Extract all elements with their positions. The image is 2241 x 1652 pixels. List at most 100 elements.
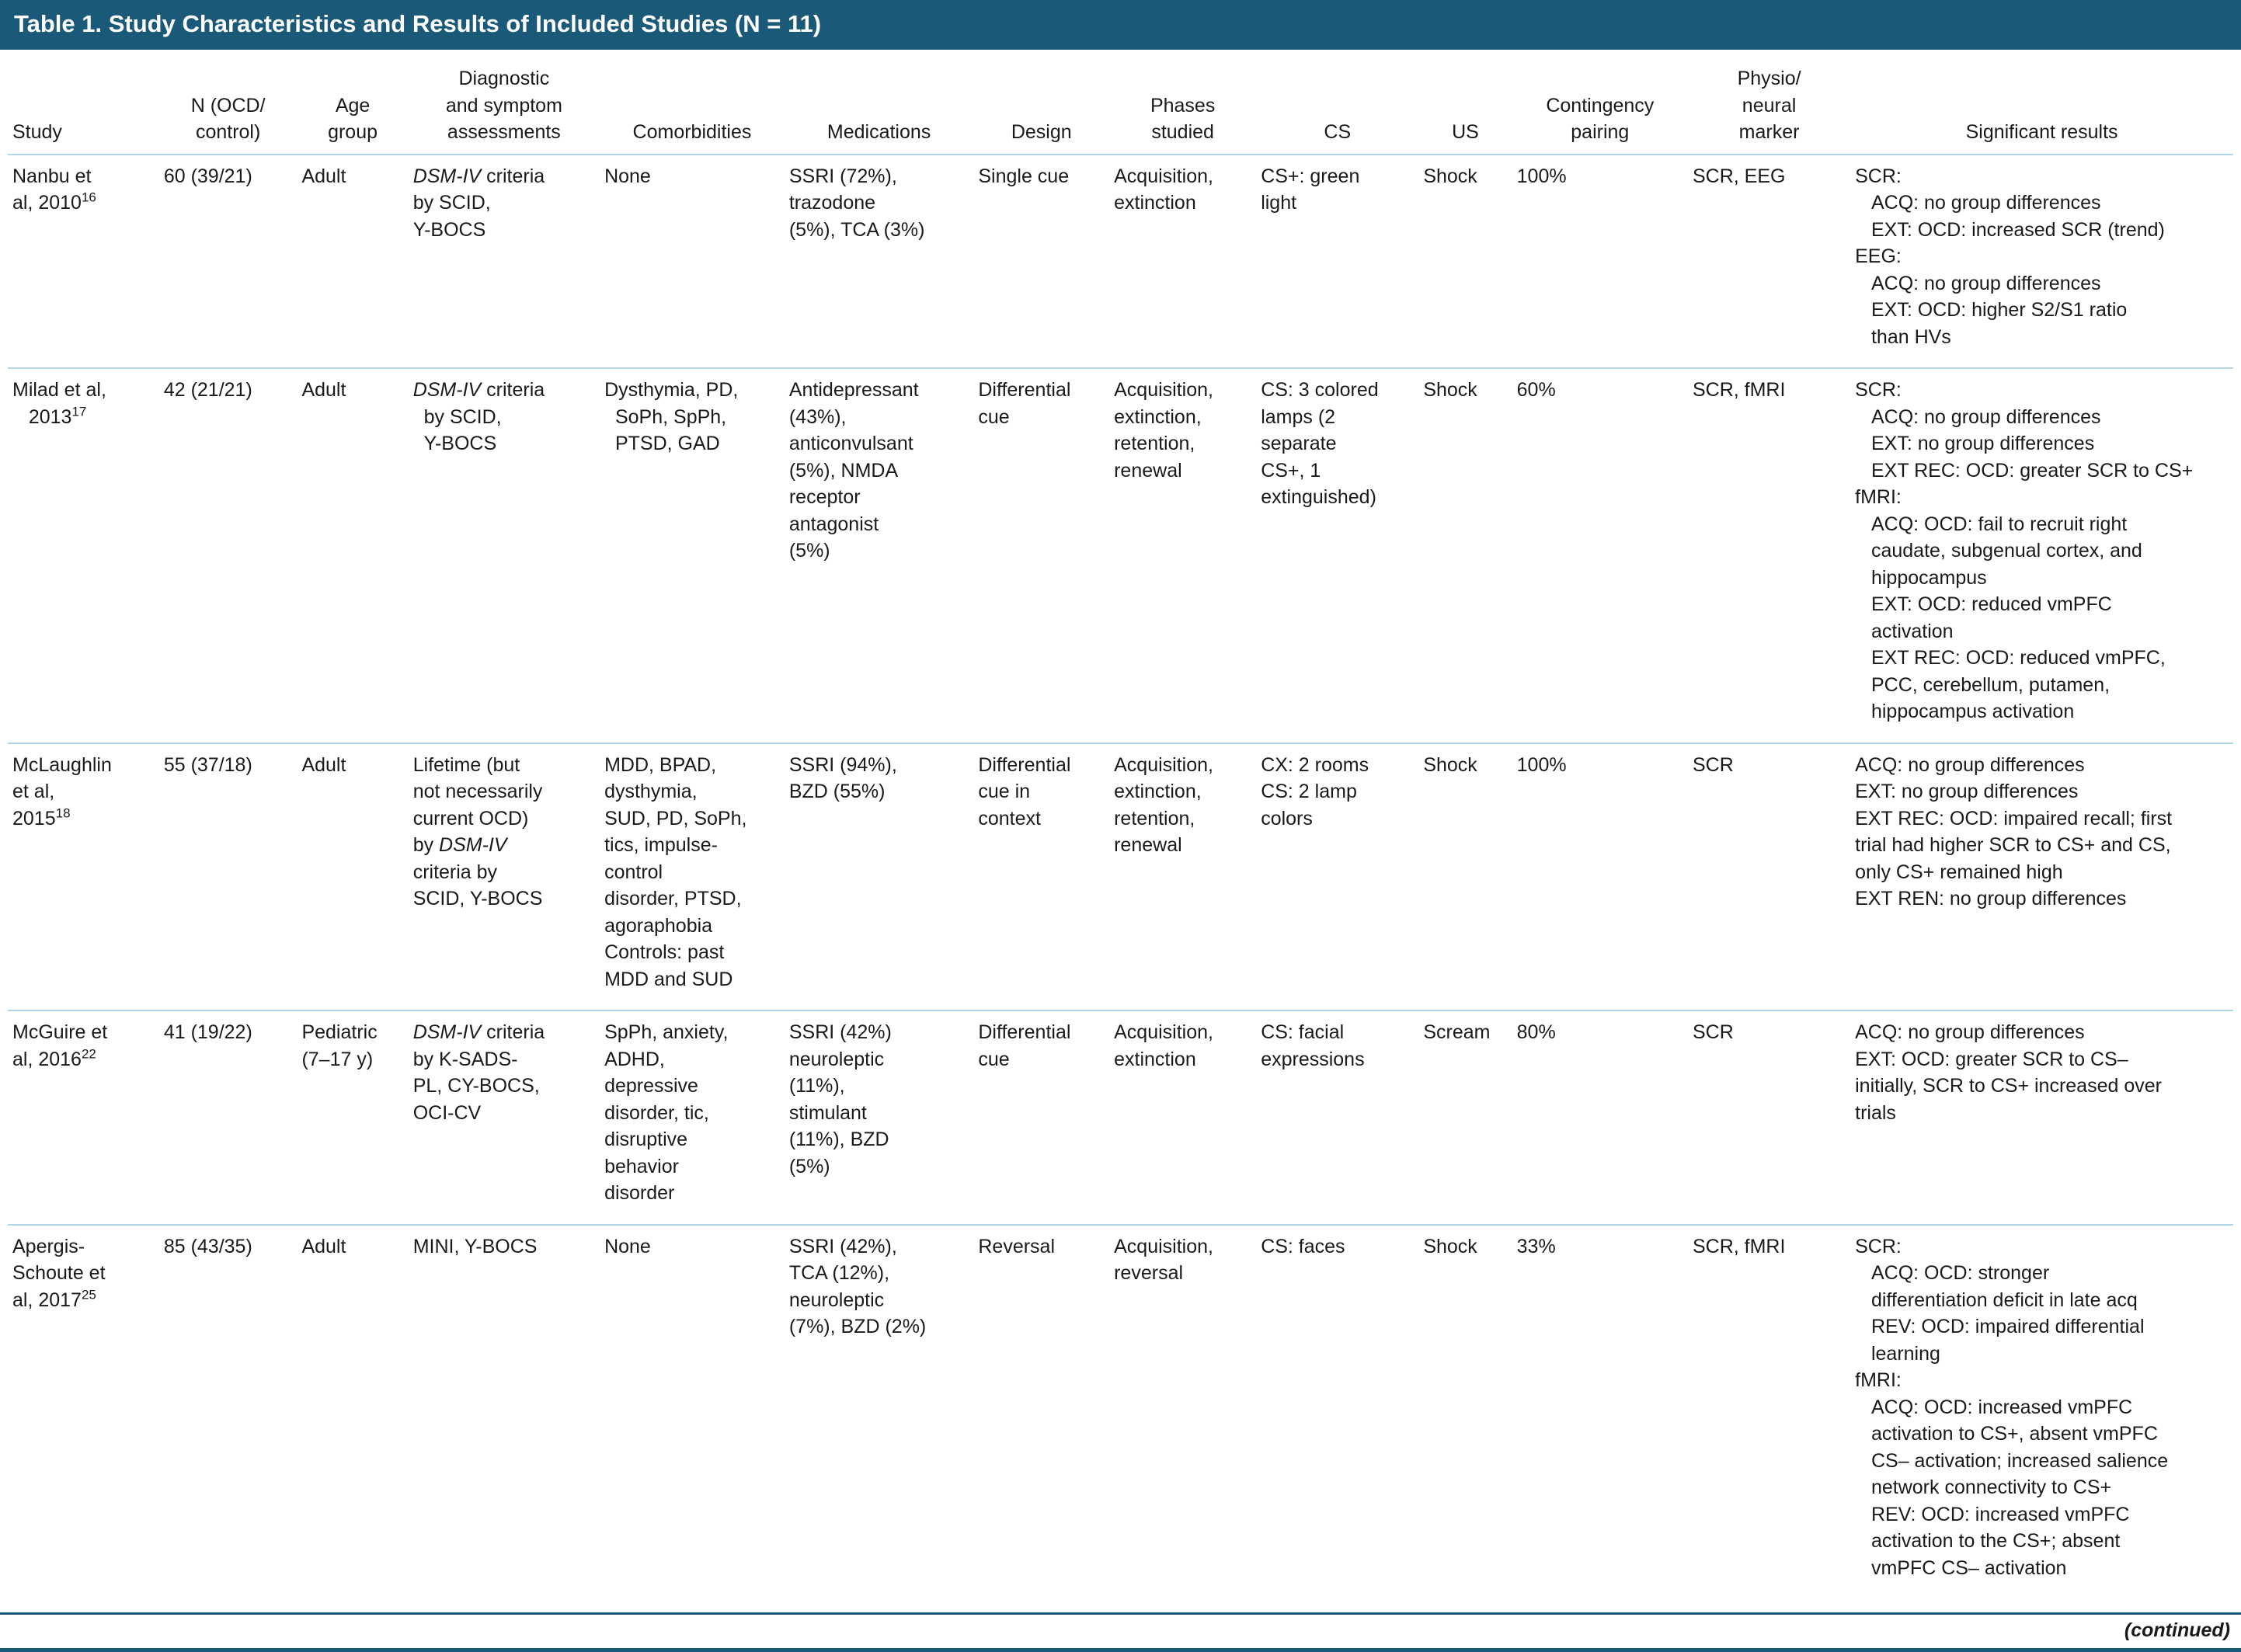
header-row: Study N (OCD/ control) Age group Diagnos… [8, 53, 2233, 155]
table-title-bar: Table 1. Study Characteristics and Resul… [0, 0, 2241, 50]
study-cell: Milad et al, 201317 [8, 367, 159, 743]
comorbidities-cell: None [600, 1223, 785, 1598]
column-header-results: Significant results [1965, 121, 2118, 143]
medications-cell: SSRI (42%) neuroleptic (11%), stimulant … [784, 1010, 974, 1225]
results-cell: SCR: ACQ: no group differences EXT: OCD:… [1850, 153, 2233, 368]
phases-cell: Acquisition, extinction [1109, 1010, 1257, 1225]
table-title: Table 1. Study Characteristics and Resul… [14, 10, 822, 37]
cs-cell: CS+: green light [1256, 153, 1419, 368]
diagnostic-cell: DSM-IV criteria by SCID, Y-BOCS [408, 153, 600, 368]
comorbidities-cell: None [600, 153, 785, 368]
design-cell: Reversal [973, 1223, 1110, 1598]
diagnostic-italic: DSM-IV [439, 834, 507, 856]
results-cell: ACQ: no group differences EXT: no group … [1850, 742, 2233, 1010]
reference-superscript: 18 [55, 805, 71, 821]
cs-cell: CS: facial expressions [1256, 1010, 1419, 1225]
n-cell: 85 (43/35) [158, 1223, 298, 1598]
phases-cell: Acquisition, extinction [1109, 153, 1257, 368]
reference-superscript: 17 [71, 404, 87, 419]
contingency-cell: 80% [1512, 1010, 1688, 1225]
column-header-study: Study [12, 121, 62, 143]
diagnostic-cell: DSM-IV criteria by K-SADS- PL, CY-BOCS, … [408, 1010, 600, 1225]
n-cell: 42 (21/21) [158, 367, 298, 743]
column-header-marker: Physio/ neural marker [1737, 68, 1801, 143]
phases-cell: Acquisition, extinction, retention, rene… [1109, 367, 1257, 743]
results-cell: SCR: ACQ: OCD: stronger differentiation … [1850, 1223, 2233, 1598]
study-cell: McGuire et al, 201622 [8, 1010, 159, 1225]
phases-cell: Acquisition, reversal [1109, 1223, 1257, 1598]
marker-cell: SCR, EEG [1687, 153, 1851, 368]
reference-superscript: 25 [81, 1287, 96, 1302]
table-row: McGuire et al, 201622 41 (19/22) Pediatr… [8, 1010, 2233, 1225]
us-cell: Shock [1418, 367, 1512, 743]
contingency-cell: 100% [1512, 742, 1688, 1010]
column-header-phases: Phases studied [1150, 94, 1216, 144]
comorbidities-cell: SpPh, anxiety, ADHD, depressive disorder… [600, 1010, 785, 1225]
medications-cell: SSRI (42%), TCA (12%), neuroleptic (7%),… [784, 1223, 974, 1598]
comorbidities-cell: MDD, BPAD, dysthymia, SUD, PD, SoPh, tic… [600, 742, 785, 1010]
diagnostic-cell: Lifetime (but not necessarily current OC… [408, 742, 600, 1010]
reference-superscript: 22 [81, 1046, 96, 1062]
diagnostic-italic: DSM-IV [412, 165, 482, 187]
study-name: Milad et al, 2013 [12, 379, 106, 428]
column-header-cs: CS [1324, 121, 1352, 143]
marker-cell: SCR, fMRI [1687, 367, 1851, 743]
diagnostic-pre: Lifetime (but not necessarily current OC… [412, 753, 543, 857]
n-cell: 41 (19/22) [158, 1010, 298, 1225]
cs-cell: CS: 3 colored lamps (2 separate CS+, 1 e… [1256, 367, 1419, 743]
age-cell: Adult [297, 367, 409, 743]
n-cell: 55 (37/18) [158, 742, 298, 1010]
us-cell: Shock [1418, 742, 1512, 1010]
diagnostic-post: criteria by SCID, Y-BOCS [412, 861, 543, 910]
study-name: Apergis- Schoute et al, 2017 [12, 1235, 106, 1311]
diagnostic-italic: DSM-IV [412, 1021, 482, 1043]
diagnostic-post: criteria by SCID, Y-BOCS [423, 379, 545, 454]
results-cell: ACQ: no group differences EXT: OCD: grea… [1850, 1010, 2233, 1225]
phases-cell: Acquisition, extinction, retention, rene… [1109, 742, 1257, 1010]
us-cell: Shock [1418, 153, 1512, 368]
study-name: McLaughlin et al, 2015 [12, 753, 112, 829]
diagnostic-post: criteria by K-SADS- PL, CY-BOCS, OCI-CV [412, 1021, 545, 1124]
study-cell: McLaughlin et al, 201518 [8, 742, 159, 1010]
table-row: Milad et al, 201317 42 (21/21) Adult DSM… [8, 367, 2233, 743]
cs-cell: CS: faces [1256, 1223, 1419, 1598]
study-characteristics-table: Study N (OCD/ control) Age group Diagnos… [8, 53, 2233, 1598]
column-header-design: Design [1011, 121, 1072, 143]
marker-cell: SCR [1687, 742, 1851, 1010]
design-cell: Differential cue [973, 1010, 1110, 1225]
column-header-us: US [1452, 121, 1479, 143]
table-footer: (continued) [0, 1612, 2241, 1652]
medications-cell: SSRI (94%), BZD (55%) [784, 742, 974, 1010]
contingency-cell: 60% [1512, 367, 1688, 743]
diagnostic-post: criteria by SCID, Y-BOCS [412, 165, 545, 241]
diagnostic-italic: DSM-IV [412, 379, 482, 401]
marker-cell: SCR [1687, 1010, 1851, 1225]
medications-cell: Antidepressant (43%), anticonvulsant (5%… [784, 367, 974, 743]
age-cell: Adult [297, 1223, 409, 1598]
diagnostic-pre: MINI, Y-BOCS [412, 1235, 538, 1257]
footer-rule: (continued) [0, 1612, 2241, 1648]
design-cell: Differential cue in context [973, 742, 1110, 1010]
diagnostic-cell: MINI, Y-BOCS [408, 1223, 600, 1598]
table-row: Nanbu et al, 201016 60 (39/21) Adult DSM… [8, 153, 2233, 368]
us-cell: Scream [1418, 1010, 1512, 1225]
design-cell: Single cue [973, 153, 1110, 368]
results-cell: SCR: ACQ: no group differences EXT: no g… [1850, 367, 2233, 743]
table-area: Study N (OCD/ control) Age group Diagnos… [0, 50, 2241, 1612]
age-cell: Adult [297, 153, 409, 368]
design-cell: Differential cue [973, 367, 1110, 743]
us-cell: Shock [1418, 1223, 1512, 1598]
comorbidities-cell: Dysthymia, PD, SoPh, SpPh, PTSD, GAD [600, 367, 785, 743]
column-header-n: N (OCD/ control) [190, 94, 266, 144]
n-cell: 60 (39/21) [158, 153, 298, 368]
study-name: Nanbu et al, 2010 [12, 165, 92, 214]
age-cell: Adult [297, 742, 409, 1010]
table-row: McLaughlin et al, 201518 55 (37/18) Adul… [8, 742, 2233, 1010]
study-cell: Apergis- Schoute et al, 201725 [8, 1223, 159, 1598]
column-header-contingency: Contingency pairing [1546, 94, 1655, 144]
column-header-comorbidities: Comorbidities [632, 121, 752, 143]
table-row: Apergis- Schoute et al, 201725 85 (43/35… [8, 1223, 2233, 1598]
column-header-age: Age group [328, 94, 378, 144]
column-header-medications: Medications [826, 121, 931, 143]
